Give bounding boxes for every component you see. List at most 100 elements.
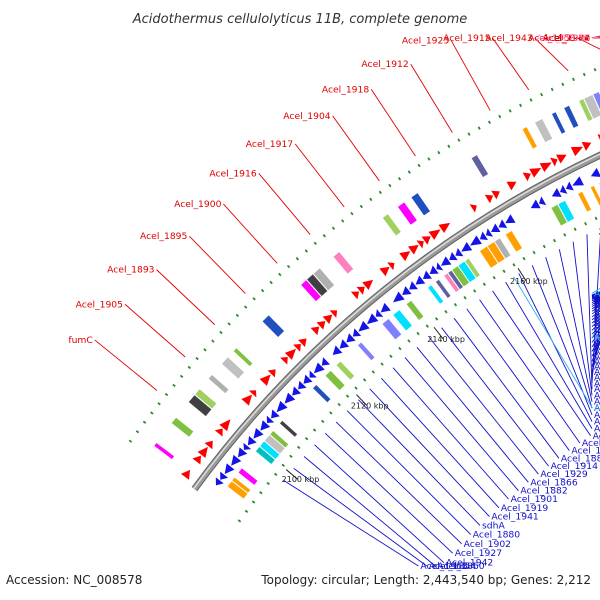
forward-cds-arrow [322, 314, 333, 325]
label-leader-line [591, 319, 600, 378]
gene-label: Acel_1972 [594, 299, 600, 310]
gene-label: Acel_1974 [594, 296, 600, 307]
feature-block [238, 468, 258, 485]
reverse-cds-arrow [402, 286, 412, 296]
reverse-cds-arrow [572, 176, 584, 186]
gene-label: Acel_1912 [361, 59, 408, 70]
gene-label: Acel_1895 [140, 231, 188, 242]
gene-label: Acel_1893 [107, 265, 155, 276]
gene-label: Acel_1945 [594, 312, 600, 323]
backbone-highlight [193, 153, 600, 490]
feature-block [232, 477, 251, 493]
feature-block [584, 94, 600, 119]
reverse-cds-arrow [266, 415, 275, 423]
feature-block [260, 441, 280, 460]
label-leader-line [513, 276, 593, 408]
feature-block [428, 285, 444, 304]
gene-label: Acel_1926 [594, 318, 600, 329]
gene-label: Acel_1969 [543, 33, 591, 44]
label-leader-line [591, 35, 600, 39]
forward-cds-arrow [219, 419, 231, 432]
gene-label: Acel_1957 [594, 298, 600, 309]
reverse-cds-arrow [367, 313, 379, 325]
feature-block [551, 204, 567, 226]
feature-block [325, 370, 345, 391]
forward-cds-arrow [438, 222, 451, 234]
label-leader-line [416, 347, 529, 483]
gene-label: Acel_1937 [594, 322, 600, 333]
forward-cds-arrow [407, 244, 419, 255]
feature-block [406, 300, 424, 320]
reverse-cds-arrow [422, 270, 432, 280]
gene-label: Acel_1880 [473, 530, 521, 541]
feature-block [195, 389, 217, 409]
label-leader-line [492, 37, 530, 91]
gene-label: Acel_1925 [582, 438, 600, 449]
forward-cds-arrow [192, 455, 201, 465]
reverse-cds-arrow [332, 345, 343, 356]
label-leader-line [591, 335, 600, 373]
label-leader-line [505, 281, 593, 429]
forward-cds-arrow [298, 338, 307, 348]
gene-label: Acel_1891 [594, 378, 600, 389]
forward-cds-arrow [529, 168, 542, 178]
reverse-cds-arrow [339, 339, 350, 349]
forward-cds-arrow [248, 390, 257, 398]
feature-block [551, 112, 566, 134]
gene-label: Acel_1977 [594, 291, 600, 302]
genome-summary-text: Topology: circular; Length: 2,443,540 bp… [261, 573, 591, 587]
feature-block [255, 446, 275, 465]
gene-label: Acel_1961 [594, 315, 600, 326]
map-title: Acidothermus cellulolyticus 11B, complet… [132, 12, 468, 27]
forward-cds-arrow [316, 320, 326, 330]
gene-label: Acel_1940 [594, 302, 600, 313]
reverse-cds-arrow [551, 187, 562, 197]
reverse-cds-arrow [220, 471, 229, 480]
reverse-cds-arrow [292, 386, 302, 396]
label-leader-line [441, 327, 549, 467]
feature-block [435, 279, 451, 298]
reverse-cds-arrow [243, 442, 252, 450]
feature-block [593, 92, 600, 110]
reverse-cds-arrow [415, 275, 426, 285]
label-leader-line [94, 339, 158, 391]
forward-cds-arrow [556, 154, 567, 164]
feature-block [227, 481, 248, 499]
feature-block [313, 268, 335, 291]
feature-block [487, 242, 505, 263]
label-leader-line [591, 296, 600, 300]
gene-label: Acel_1924 [594, 342, 600, 353]
forward-cds-arrow [197, 446, 208, 459]
forward-cds-arrow [350, 291, 360, 300]
reverse-cds-arrow [352, 328, 362, 337]
label-leader-line [258, 173, 311, 235]
reverse-cds-arrow [590, 167, 600, 177]
label-leader-line [492, 290, 591, 437]
gene-label: Acel_1913 [594, 410, 600, 421]
gene-label: hppA [594, 306, 600, 317]
label-leader-line [558, 249, 593, 402]
reverse-cds-arrow [237, 447, 248, 458]
label-leader-line [534, 37, 569, 72]
label-leader-line [591, 36, 600, 39]
gene-label: Acel_1943 [485, 33, 533, 44]
gene-label: Acel_1903 [594, 356, 600, 367]
gene-label: Acel_1953 [528, 33, 576, 44]
kbp-tick-label: 2100 kbp [282, 475, 320, 484]
feature-block [471, 155, 489, 178]
reverse-cds-arrow [565, 181, 574, 191]
label-leader-line [428, 337, 539, 475]
gene-label: Acel_1923 [402, 36, 450, 47]
gene-label: Acel_1921 [594, 362, 600, 373]
gene-label: Acel_1941 [491, 512, 538, 523]
reverse-cds-arrow [429, 265, 439, 275]
gene-label: Acel_1917 [246, 139, 294, 150]
label-leader-line [189, 235, 246, 294]
backbone-outline [191, 151, 600, 492]
feature-block [171, 417, 194, 437]
gene-label: Acel_1942 [446, 558, 493, 569]
gene-label: fumC [68, 335, 92, 346]
forward-cds-arrow [387, 262, 395, 271]
reverse-cds-arrow [284, 392, 296, 404]
label-leader-line [380, 377, 500, 509]
